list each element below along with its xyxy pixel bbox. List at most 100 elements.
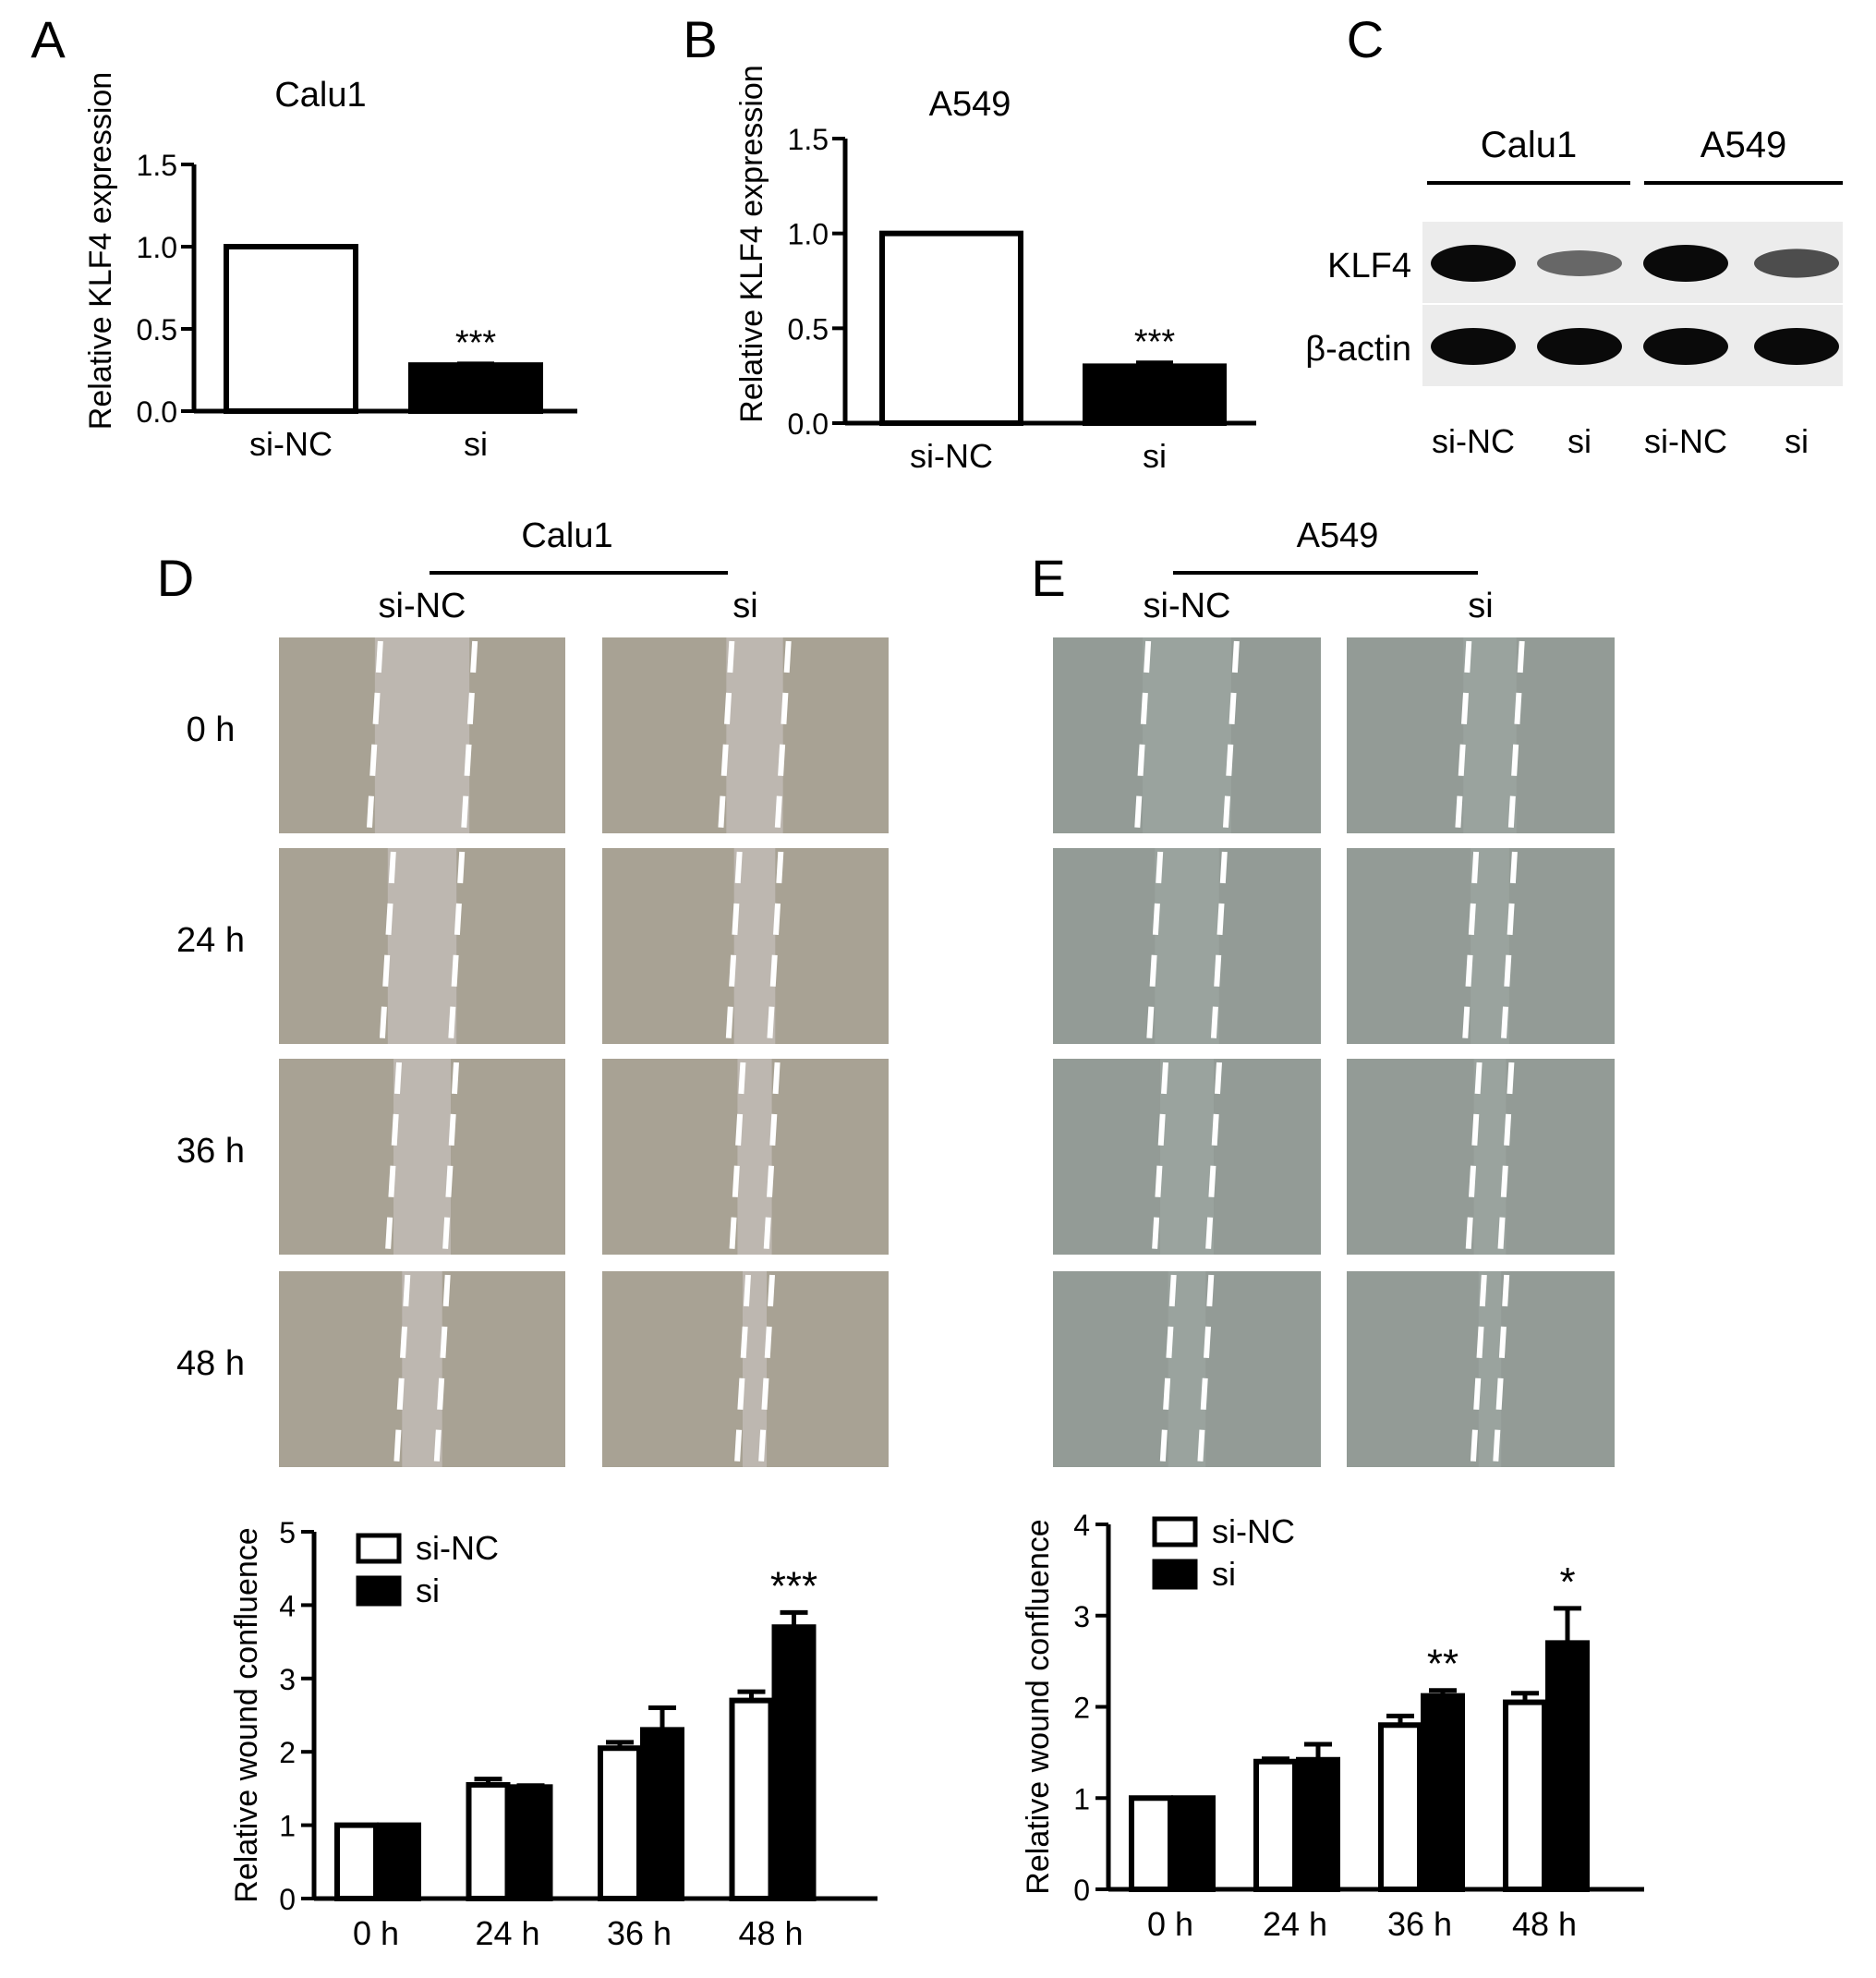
lane-label: si (1567, 422, 1592, 460)
wound-edge-line (1465, 1062, 1483, 1252)
chart-E: Relative wound confluence 0 1 2 3 4 0 h 24 h ** 3… (1021, 1509, 1644, 1943)
y-tick-label: 0.0 (788, 407, 829, 441)
condition-label: si (1468, 587, 1493, 625)
wound-edge-line (725, 851, 743, 1041)
x-tick-label: 36 h (607, 1914, 672, 1952)
wound-edge-line (1197, 1274, 1215, 1464)
wound-edge-line (1205, 1062, 1222, 1252)
y-tick-label: 1.5 (137, 149, 177, 182)
condition-label: si-NC (1144, 587, 1231, 625)
bar-si-24 h (1296, 1756, 1340, 1893)
x-tick-label: si-NC (910, 437, 993, 475)
cell-line-label: Calu1 (521, 516, 612, 555)
wound-gap (387, 848, 457, 1044)
western-blot: Calu1 A549 KLF4 β-actin si-NC si si-NC si (1305, 125, 1843, 460)
x-tick-label: 0 h (353, 1914, 399, 1952)
bar-si-0 h (377, 1822, 421, 1901)
y-tick-label: 0.5 (137, 313, 177, 346)
wound-edge-line (385, 1062, 402, 1252)
x-tick-label: si-NC (249, 425, 333, 463)
lane-label: si (1785, 422, 1809, 460)
legend-label: si (1212, 1555, 1236, 1593)
wound-grid-D: Calu1 si-NC si 0 h 24 h 36 h 48 h (176, 516, 889, 1467)
wound-edge-line (1455, 640, 1472, 831)
group-label: Calu1 (1481, 125, 1578, 165)
bar-si-NC-36 h (598, 1745, 642, 1901)
y-tick-label: 2 (1073, 1692, 1090, 1725)
y-tick-label: 2 (279, 1736, 296, 1769)
band (1431, 245, 1516, 282)
y-axis-label: Relative KLF4 expression (734, 65, 769, 422)
y-tick-label: 5 (279, 1516, 296, 1549)
y-tick-label: 0 (279, 1883, 296, 1916)
wound-edge-line (729, 1062, 746, 1252)
lane-label: si-NC (1644, 422, 1727, 460)
wound-edge-line (758, 1274, 776, 1464)
y-tick-label: 0 (1073, 1874, 1090, 1907)
y-axis-label: Relative wound confluence (1021, 1519, 1056, 1894)
bar-si-0 h (1171, 1795, 1216, 1892)
wound-edge-line (767, 851, 784, 1041)
row-label: β-actin (1305, 330, 1411, 369)
wound-edge-line (1507, 640, 1525, 831)
timepoint-label: 0 h (187, 710, 236, 749)
legend-swatch (1152, 1559, 1198, 1590)
significance-label: *** (770, 1563, 817, 1608)
bar-si-NC (224, 244, 358, 414)
wound-gap (374, 637, 470, 833)
wound-gap (1143, 637, 1231, 833)
y-axis-label: Relative wound confluence (229, 1527, 264, 1902)
wound-gap (402, 1271, 442, 1467)
significance-label: *** (455, 323, 497, 362)
timepoint-label: 36 h (176, 1132, 245, 1171)
bar-si-48 h (1545, 1640, 1590, 1892)
wound-edge-line (393, 1274, 411, 1464)
y-tick-label: 1.5 (788, 123, 829, 156)
wound-edge-line (1222, 640, 1240, 831)
wound-edge-line (718, 640, 735, 831)
lane-label: si-NC (1432, 422, 1515, 460)
band (1431, 328, 1516, 365)
wound-edge-line (763, 1062, 781, 1252)
legend-label: si-NC (416, 1529, 499, 1567)
y-tick-label: 1.0 (788, 218, 829, 251)
wound-edge-line (1159, 1274, 1177, 1464)
wound-edge-line (433, 1274, 451, 1464)
significance-label: ** (1427, 1642, 1458, 1687)
chart-A: Calu1 Relative KLF4 expression 0.0 0.5 1.0 1.… (83, 72, 577, 463)
legend-label: si (416, 1571, 440, 1609)
y-tick-label: 1 (1073, 1782, 1090, 1815)
wound-edge-line (366, 640, 383, 831)
wound-edge-line (1146, 851, 1164, 1041)
y-tick-label: 3 (279, 1663, 296, 1696)
y-tick-label: 4 (1073, 1509, 1090, 1542)
legend-swatch (1152, 1516, 1198, 1547)
band (1643, 245, 1728, 282)
condition-label: si-NC (379, 587, 466, 625)
wound-gap (726, 637, 783, 833)
bar-si-NC-36 h (1378, 1722, 1422, 1892)
wound-edge-line (774, 640, 792, 831)
wound-gap (1160, 1059, 1214, 1255)
chart-title: Calu1 (274, 76, 366, 115)
significance-label: *** (1134, 322, 1176, 361)
timepoint-label: 48 h (176, 1344, 245, 1383)
band (1754, 249, 1839, 278)
band (1537, 328, 1622, 365)
panel-label-C: C (1347, 10, 1384, 68)
wound-edge-line (379, 851, 396, 1041)
condition-label: si (732, 587, 757, 625)
panel-label-B: B (683, 10, 717, 68)
wound-grid-E: A549 si-NC si (1053, 516, 1615, 1467)
wound-edge-line (1470, 1274, 1487, 1464)
y-axis-label: Relative KLF4 expression (83, 72, 118, 430)
timepoint-label: 24 h (176, 921, 245, 960)
bar-si-NC-48 h (729, 1697, 774, 1901)
x-tick-label: 24 h (475, 1914, 539, 1952)
x-tick-label: 0 h (1147, 1905, 1193, 1943)
wound-edge-line (1210, 851, 1228, 1041)
band (1754, 328, 1839, 365)
y-tick-label: 0.0 (137, 395, 177, 429)
